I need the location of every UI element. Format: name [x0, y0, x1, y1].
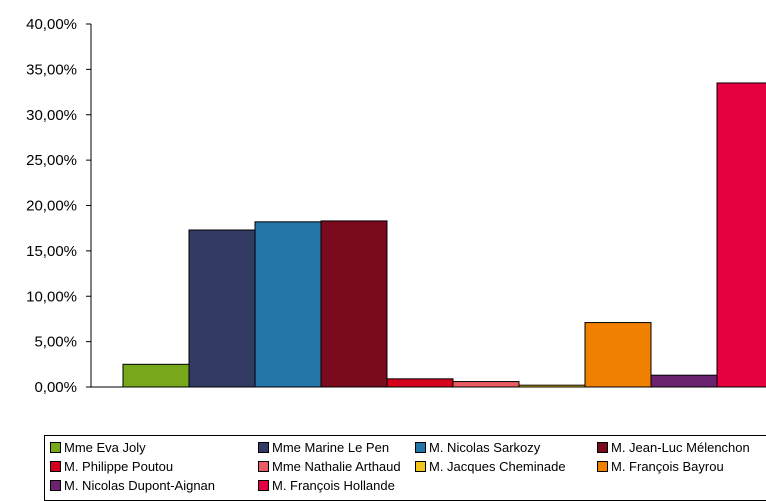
legend-item: M. Nicolas Sarkozy: [415, 440, 540, 456]
legend-label: M. Nicolas Sarkozy: [429, 440, 541, 455]
bar: [584, 322, 652, 388]
bar: [320, 220, 388, 388]
legend-label: M. François Bayrou: [611, 459, 724, 474]
legend-swatch: [258, 461, 269, 472]
y-tick-label: 0,00%: [34, 379, 77, 396]
y-tick-label: 35,00%: [26, 61, 77, 78]
legend-item: M. Nicolas Dupont-Aignan: [50, 478, 215, 494]
y-tick-label: 40,00%: [26, 16, 77, 33]
legend-swatch: [258, 442, 269, 453]
y-tick-label: 15,00%: [26, 243, 77, 260]
legend-swatch: [415, 461, 426, 472]
bar: [650, 374, 718, 388]
legend-label: M. Nicolas Dupont-Aignan: [64, 478, 216, 493]
legend-item: Mme Nathalie Arthaud: [258, 459, 401, 475]
legend-label: Mme Nathalie Arthaud: [272, 459, 401, 474]
legend-label: Mme Marine Le Pen: [272, 440, 390, 455]
legend-swatch: [50, 442, 61, 453]
legend-swatch: [50, 480, 61, 491]
legend-swatch: [50, 461, 61, 472]
y-tick-label: 10,00%: [26, 288, 77, 305]
bar: [452, 381, 520, 388]
bar: [716, 82, 766, 388]
y-tick-label: 30,00%: [26, 107, 77, 124]
bar: [386, 378, 454, 388]
legend-label: M. Jacques Cheminade: [429, 459, 566, 474]
legend-label: Mme Eva Joly: [64, 440, 146, 455]
bars: [122, 82, 766, 388]
chart: 0,00% 5,00% 10,00% 15,00% 20,00% 25,00% 30,00%…: [26, 16, 766, 396]
legend-swatch: [597, 461, 608, 472]
legend-swatch: [597, 442, 608, 453]
legend-swatch: [258, 480, 269, 491]
y-tick-label: 20,00%: [26, 198, 77, 215]
legend-label: M. François Hollande: [272, 478, 395, 493]
bar: [188, 229, 256, 388]
legend-label: M. Jean-Luc Mélenchon: [611, 440, 750, 455]
bar: [254, 221, 322, 388]
legend-item: M. Jean-Luc Mélenchon: [597, 440, 750, 456]
legend-item: M. François Hollande: [258, 478, 395, 494]
bar: [518, 384, 586, 388]
legend: Mme Eva Joly Mme Marine Le Pen M. Nicolas …: [44, 435, 766, 501]
legend-item: Mme Marine Le Pen: [258, 440, 389, 456]
bar: [122, 363, 190, 388]
legend-label: M. Philippe Poutou: [64, 459, 174, 474]
y-axis: 0,00% 5,00% 10,00% 15,00% 20,00% 25,00% 30,00%…: [26, 16, 766, 396]
y-tick-label: 5,00%: [34, 334, 77, 351]
legend-item: Mme Eva Joly: [50, 440, 146, 456]
legend-item: M. Philippe Poutou: [50, 459, 173, 475]
legend-item: M. François Bayrou: [597, 459, 724, 475]
legend-swatch: [415, 442, 426, 453]
legend-item: M. Jacques Cheminade: [415, 459, 566, 475]
y-tick-label: 25,00%: [26, 152, 77, 169]
